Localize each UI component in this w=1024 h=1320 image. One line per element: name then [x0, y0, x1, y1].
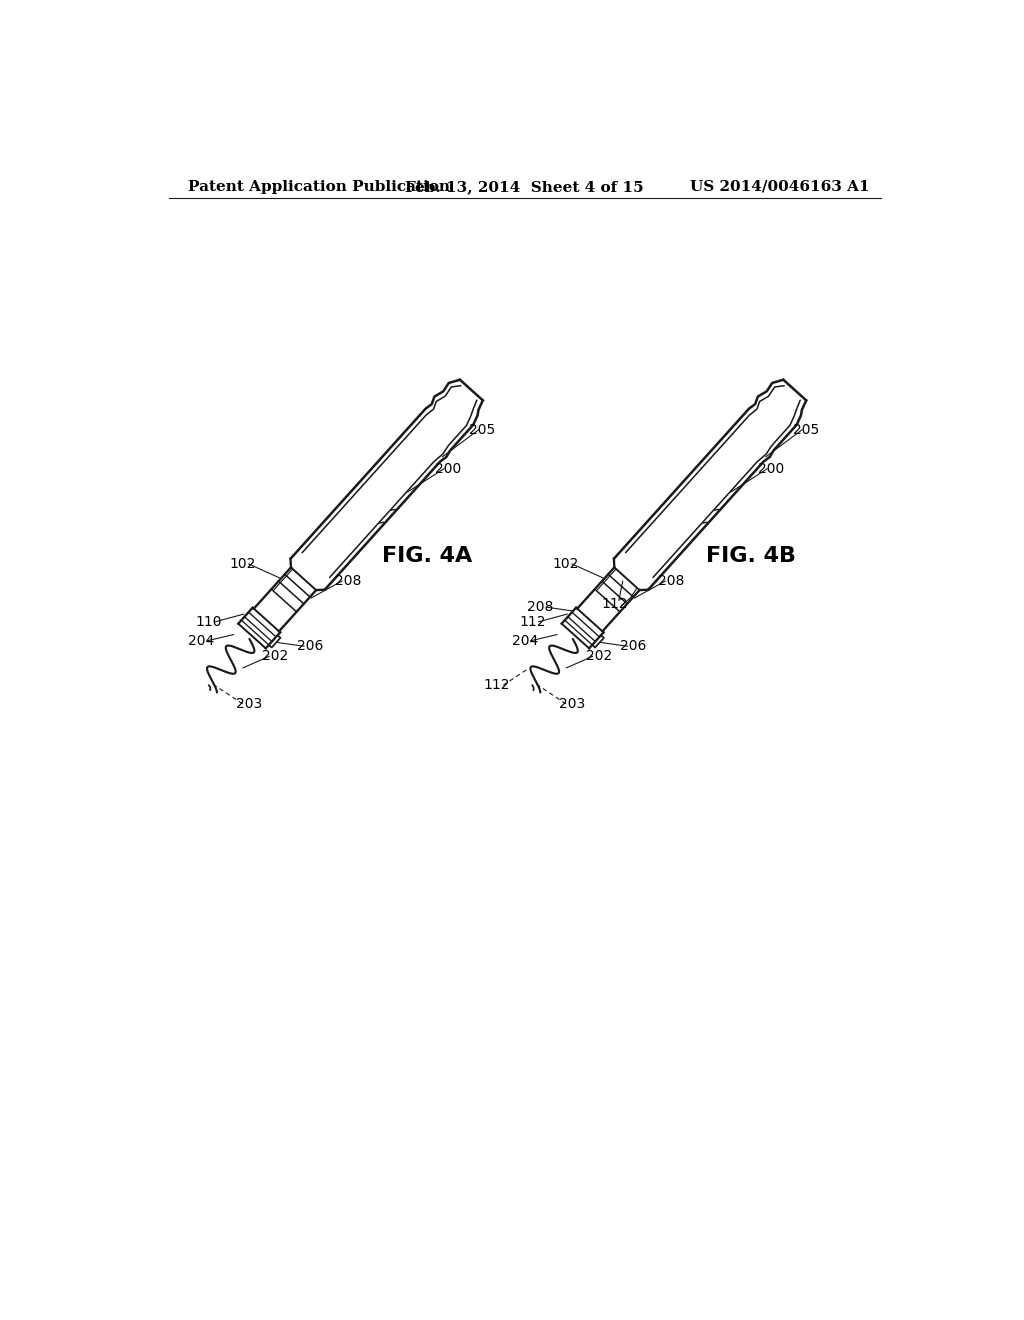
- Text: US 2014/0046163 A1: US 2014/0046163 A1: [690, 180, 869, 194]
- Text: 208: 208: [527, 601, 554, 614]
- Text: 208: 208: [658, 574, 685, 589]
- Text: 202: 202: [262, 649, 289, 664]
- Text: 208: 208: [335, 574, 361, 589]
- Text: 200: 200: [434, 462, 461, 475]
- Text: 204: 204: [512, 634, 538, 648]
- Text: 202: 202: [586, 649, 612, 664]
- Text: Patent Application Publication: Patent Application Publication: [188, 180, 451, 194]
- Text: 102: 102: [229, 557, 256, 572]
- Text: 112: 112: [483, 678, 510, 692]
- Text: Feb. 13, 2014  Sheet 4 of 15: Feb. 13, 2014 Sheet 4 of 15: [406, 180, 644, 194]
- Text: 204: 204: [188, 634, 214, 648]
- Text: 206: 206: [621, 639, 647, 653]
- Text: FIG. 4A: FIG. 4A: [382, 546, 473, 566]
- Text: 112: 112: [519, 615, 546, 628]
- Text: 110: 110: [196, 615, 222, 628]
- Text: 205: 205: [469, 422, 496, 437]
- Text: 203: 203: [559, 697, 586, 711]
- Text: FIG. 4B: FIG. 4B: [706, 546, 796, 566]
- Text: 205: 205: [793, 422, 819, 437]
- Text: 206: 206: [297, 639, 324, 653]
- Text: 102: 102: [553, 557, 580, 572]
- Text: 112: 112: [602, 597, 629, 611]
- Text: 200: 200: [758, 462, 784, 475]
- Text: 203: 203: [236, 697, 262, 711]
